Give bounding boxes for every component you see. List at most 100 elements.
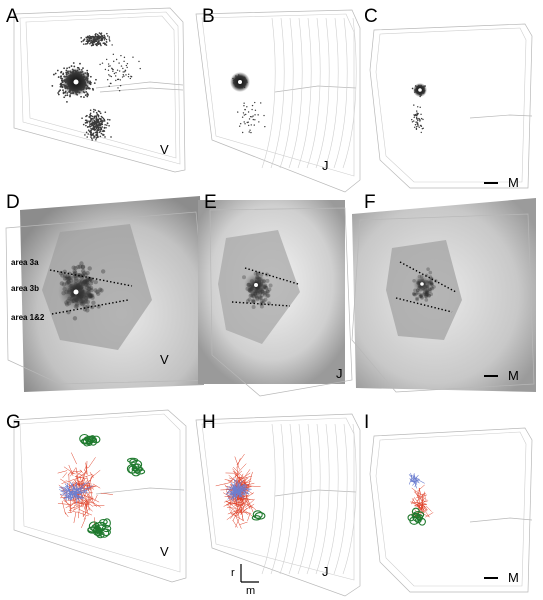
labeled-cell <box>425 293 429 298</box>
axon-segment <box>234 456 240 470</box>
labeled-cell <box>97 120 100 123</box>
labeled-cell <box>103 42 106 45</box>
section-contour <box>306 423 321 575</box>
labeled-cell <box>71 265 76 270</box>
labeled-cell <box>125 74 127 76</box>
labeled-cell <box>88 35 91 37</box>
axon-segment <box>76 468 78 481</box>
labeled-cell <box>412 292 416 297</box>
labeled-cell <box>429 286 434 290</box>
labeled-cell <box>127 75 130 78</box>
labeled-cell <box>123 75 125 77</box>
labeled-cell <box>112 70 114 72</box>
labeled-cell <box>246 106 248 108</box>
labeled-cell <box>77 264 83 269</box>
axon-segment <box>248 471 253 485</box>
labeled-cell <box>91 122 93 124</box>
labeled-cell <box>68 66 71 69</box>
labeled-cell <box>99 118 102 121</box>
labeled-cell <box>97 118 100 121</box>
labeled-cell <box>265 293 270 298</box>
section-contour <box>324 17 339 169</box>
labeled-cell <box>96 33 99 36</box>
labeled-cell <box>110 75 113 78</box>
axon-segment <box>415 478 420 480</box>
labeled-cell <box>59 89 62 92</box>
panel-label: A <box>6 6 19 27</box>
axon-segment <box>246 490 250 494</box>
labeled-cell <box>66 94 69 97</box>
labeled-cell <box>244 123 246 125</box>
labeled-cell <box>99 120 102 123</box>
axon-segment <box>232 509 240 521</box>
animal-label: J <box>322 564 329 579</box>
axon-segment <box>84 474 93 478</box>
axon-segment <box>238 494 249 500</box>
axon-segment <box>89 487 95 490</box>
area-border <box>49 269 133 287</box>
labeled-cell <box>117 87 119 89</box>
axon-segment <box>410 501 418 504</box>
labeled-cell <box>414 113 417 116</box>
labeled-cell <box>257 296 262 301</box>
axon-segment <box>229 502 241 505</box>
labeled-cell <box>62 89 64 92</box>
axon-segment <box>63 496 71 499</box>
labeled-cell <box>419 294 424 299</box>
section-contour <box>261 423 276 575</box>
labeled-cell <box>97 136 99 138</box>
axon-segment <box>89 499 98 508</box>
animal-label: M <box>508 570 519 585</box>
axon-segment <box>230 513 238 517</box>
labeled-cell <box>108 65 110 68</box>
labeled-cell <box>101 126 104 128</box>
labeled-cell <box>267 287 272 292</box>
labeled-cell <box>93 82 96 85</box>
axon-segment <box>413 479 415 483</box>
section-contour <box>270 17 285 169</box>
labeled-cell <box>107 63 110 65</box>
labeled-cell <box>247 297 252 302</box>
labeled-cell <box>414 124 417 126</box>
labeled-cell <box>99 124 101 127</box>
labeled-cell <box>251 298 256 303</box>
labeled-cell <box>92 44 94 47</box>
axon-segment <box>64 485 72 488</box>
labeled-cell <box>91 115 94 118</box>
labeled-cell <box>83 96 85 98</box>
axon-segment <box>247 513 251 521</box>
labeled-cell <box>113 60 115 63</box>
labeled-cell <box>93 120 96 123</box>
axon-segment <box>91 501 101 508</box>
cortex-outline <box>195 413 361 597</box>
labeled-cell <box>89 112 92 115</box>
labeled-cell <box>72 316 78 321</box>
axon-segment <box>84 486 91 493</box>
labeled-cell <box>97 43 100 45</box>
terminal-contour <box>128 465 137 474</box>
labeled-cell <box>420 131 422 134</box>
axon-segment <box>422 507 427 511</box>
labeled-cell <box>80 265 86 270</box>
terminal-contour <box>88 521 100 531</box>
panel-label: C <box>364 6 378 27</box>
labeled-cell <box>86 136 88 138</box>
labeled-cell <box>122 67 124 70</box>
labeled-cell <box>101 39 103 42</box>
labeled-cell <box>106 79 109 81</box>
axon-segment <box>84 500 94 507</box>
labeled-cell <box>248 118 251 120</box>
labeled-cell <box>89 114 92 117</box>
animal-label: M <box>508 368 519 383</box>
labeled-cell <box>417 124 419 126</box>
axon-segment <box>231 482 235 490</box>
axon-segment <box>77 495 84 499</box>
labeled-cell <box>105 40 108 43</box>
axon-segment <box>232 470 239 475</box>
axon-segment <box>85 503 89 516</box>
cortex-outline <box>19 413 181 573</box>
axon-segment <box>68 464 74 477</box>
panel-b: B J <box>195 6 361 193</box>
axon-segment <box>229 477 235 484</box>
labeled-cell <box>87 72 90 75</box>
